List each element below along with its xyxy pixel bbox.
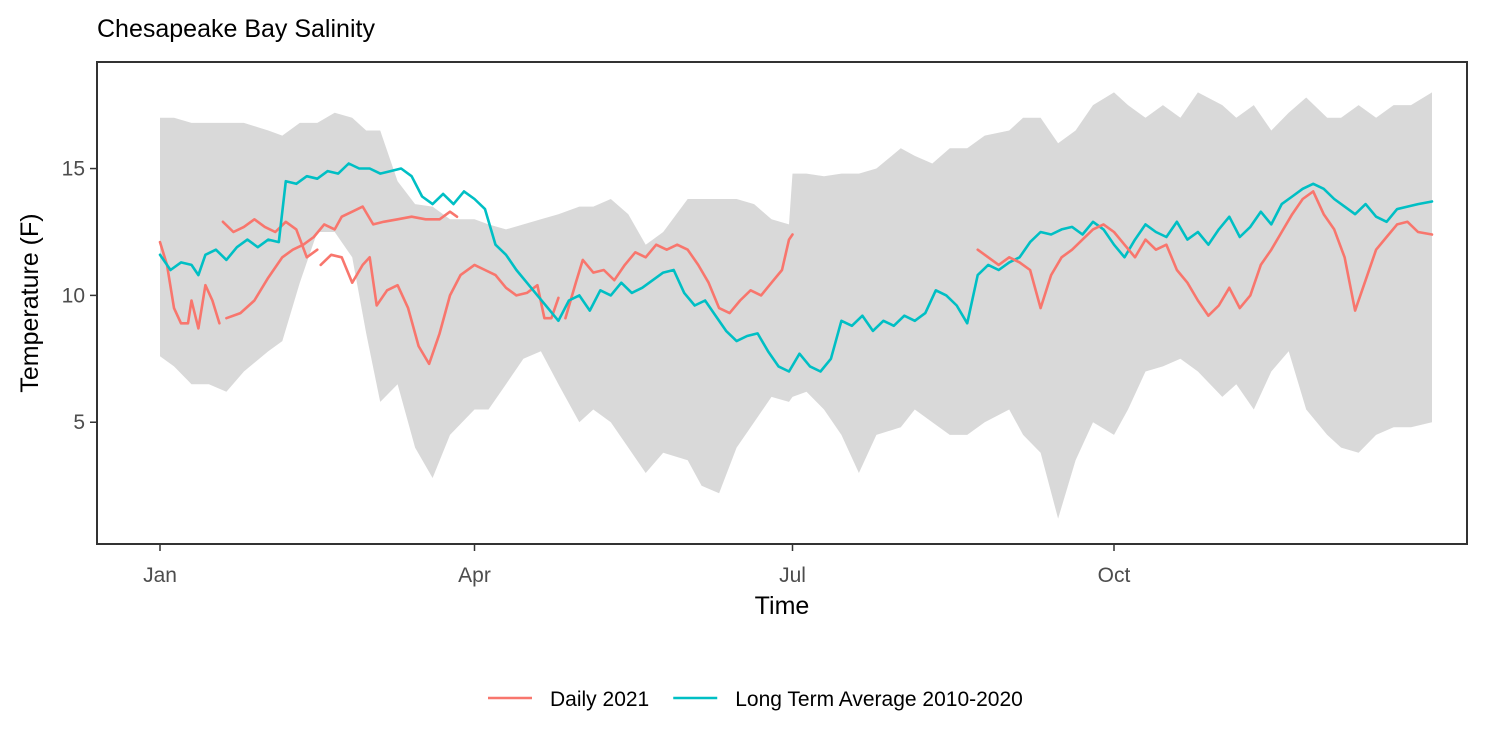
x-axis: Jan Apr Jul Oct [143, 544, 1130, 587]
y-axis: 5 10 15 [62, 158, 97, 434]
y-tick-label-1: 10 [62, 284, 85, 307]
range-band [160, 92, 1432, 519]
series-line-1-segment-0 [158, 162, 1434, 373]
range-band-layer [160, 92, 1432, 519]
x-tick-label-1: Apr [458, 564, 491, 587]
legend-label-0: Daily 2021 [550, 688, 649, 711]
plot-area [158, 92, 1434, 519]
x-tick-label-3: Oct [1098, 564, 1131, 587]
legend-label-1: Long Term Average 2010-2020 [735, 688, 1023, 711]
series-layer [158, 162, 1434, 373]
series-line-0-segment-3 [319, 253, 560, 366]
legend: Daily 2021 Long Term Average 2010-2020 [488, 688, 1023, 711]
y-tick-label-2: 15 [62, 158, 85, 181]
x-axis-title: Time [755, 592, 810, 620]
series-line-0-segment-2 [221, 218, 319, 259]
x-tick-label-2: Jul [779, 564, 806, 587]
series-line-0-segment-1 [225, 205, 459, 320]
series-line-2-segment-0 [976, 190, 1434, 318]
series-line-0-segment-0 [158, 240, 221, 330]
chart-title: Chesapeake Bay Salinity [97, 15, 375, 43]
panel-border [96, 61, 1468, 545]
series-line-0-segment-4 [564, 233, 794, 320]
y-axis-title: Temperature (F) [16, 213, 44, 392]
y-tick-label-0: 5 [73, 411, 85, 434]
x-tick-label-0: Jan [143, 564, 177, 587]
